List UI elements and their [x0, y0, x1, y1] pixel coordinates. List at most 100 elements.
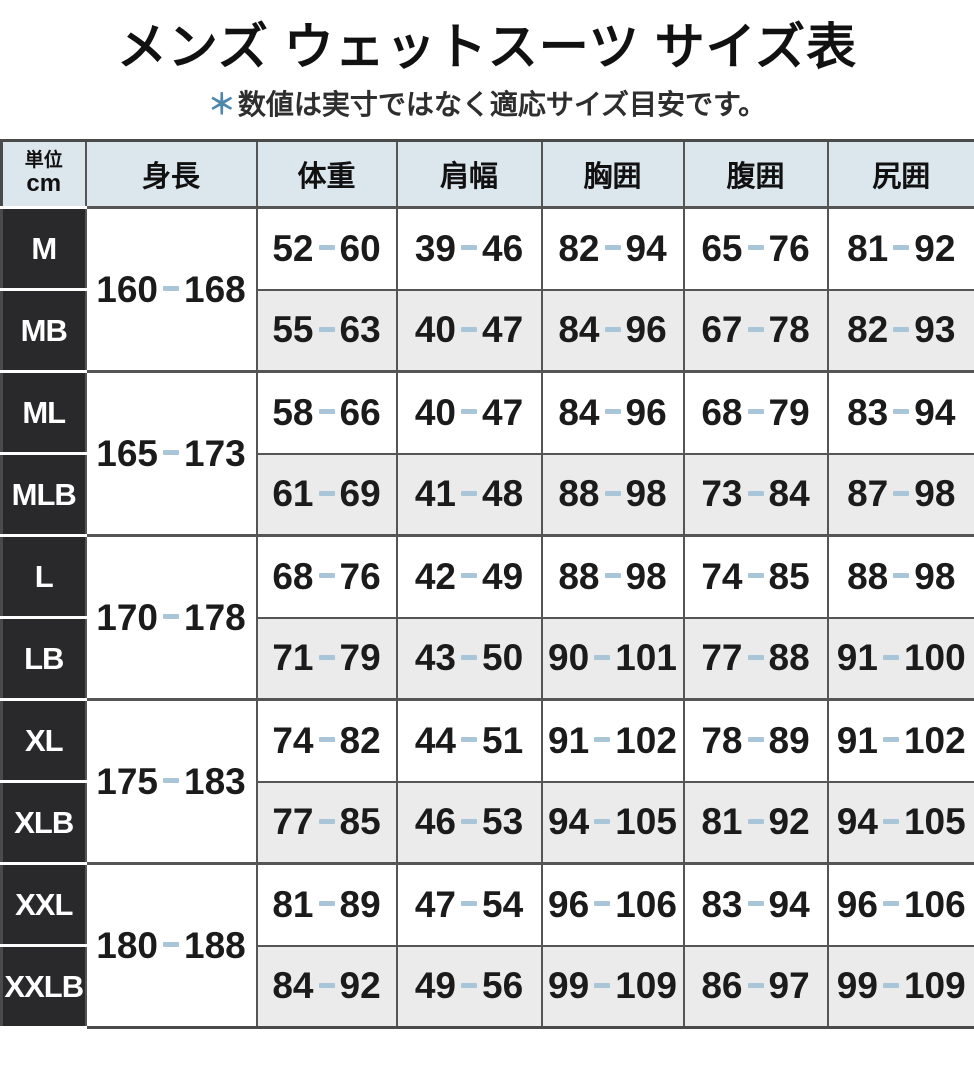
range-min: 88: [558, 555, 600, 597]
range-max: 96: [625, 309, 667, 351]
value-cell: 71 79: [255, 616, 398, 701]
range-dash: [163, 450, 179, 456]
value-cell: 84 96: [540, 288, 685, 373]
col-header-waist: 腹囲: [682, 139, 829, 209]
value-cell: 83 94: [682, 862, 829, 947]
range-dash: [604, 409, 621, 415]
range-min: 82: [558, 227, 600, 269]
range-max: 188: [184, 924, 246, 966]
range-min: 43: [414, 637, 456, 679]
size-label-l: L: [0, 534, 87, 619]
range-max: 106: [903, 883, 966, 925]
range-dash: [318, 409, 335, 415]
value-cell: 82 93: [826, 288, 974, 373]
value-cell: 77 85: [255, 780, 398, 865]
value-cell: 61 69: [255, 452, 398, 537]
range-max: 53: [482, 801, 524, 843]
range-min: 47: [414, 883, 456, 925]
range-dash: [318, 573, 335, 579]
range-dash: [594, 901, 611, 907]
range-dash: [163, 778, 179, 784]
range-max: 109: [615, 965, 677, 1007]
range-max: 98: [625, 473, 667, 515]
range-max: 98: [914, 555, 956, 597]
size-label-mlb: MLB: [0, 452, 87, 537]
range-dash: [461, 326, 477, 332]
value-cell: 81 89: [255, 862, 398, 947]
range-dash: [893, 245, 910, 251]
range-min: 74: [701, 555, 743, 597]
range-dash: [461, 737, 477, 743]
col-header-hip: 尻囲: [826, 139, 974, 209]
range-min: 91: [836, 719, 878, 761]
note: ＊数値は実寸ではなく適応サイズ目安です。: [0, 83, 974, 123]
range-max: 92: [339, 965, 381, 1007]
range-max: 92: [914, 227, 956, 269]
range-max: 79: [768, 391, 810, 433]
value-cell: 94 105: [540, 780, 685, 865]
value-cell: 40 47: [395, 288, 543, 373]
table-row: MB 55 63 40 47 84 96 67 78 82 93: [0, 288, 974, 373]
value-cell: 58 66: [255, 370, 398, 455]
range-max: 76: [339, 555, 381, 597]
value-cell: 67 78: [682, 288, 829, 373]
value-cell: 91 100: [826, 616, 974, 701]
range-min: 73: [701, 473, 743, 515]
range-dash: [747, 737, 764, 743]
range-max: 66: [339, 391, 381, 433]
page-title: メンズ ウェットスーツ サイズ表: [116, 19, 858, 75]
range-dash: [747, 901, 764, 907]
value-cell: 73 84: [682, 452, 829, 537]
value-cell: 68 76: [255, 534, 398, 619]
range-dash: [747, 245, 764, 251]
range-min: 96: [836, 883, 878, 925]
range-min: 77: [272, 801, 314, 843]
range-dash: [594, 654, 611, 660]
range-max: 94: [768, 883, 810, 925]
table-row: XLB 77 85 46 53 94 105 81 92 94 105: [0, 780, 974, 865]
range-min: 71: [272, 637, 314, 679]
range-min: 160: [96, 268, 158, 310]
table-row: XXL 180 188 81 89 47 54 96 106 83 94 96 106: [0, 862, 974, 1029]
value-cell: 84 96: [540, 370, 685, 455]
range-min: 61: [272, 473, 314, 515]
table-row: XXLB 84 92 49 56 99 109 86 97 99 109: [0, 944, 974, 1029]
range-dash: [594, 982, 611, 988]
size-label-ml: ML: [0, 370, 87, 455]
range-dash: [318, 982, 335, 988]
range-max: 82: [339, 719, 381, 761]
range-dash: [893, 490, 910, 496]
value-cell: 44 51: [395, 698, 543, 783]
range-max: 49: [482, 555, 524, 597]
range-max: 105: [903, 801, 966, 843]
size-label-m: M: [0, 206, 87, 291]
range-dash: [461, 901, 477, 907]
range-min: 94: [836, 801, 878, 843]
range-max: 96: [625, 391, 667, 433]
value-cell: 88 98: [540, 452, 685, 537]
range-dash: [318, 654, 335, 660]
range-max: 76: [768, 227, 810, 269]
range-dash: [882, 737, 899, 743]
table-row: L 170 178 68 76 42 49 88 98 74 85 88 98: [0, 534, 974, 701]
range-max: 84: [768, 473, 810, 515]
range-max: 85: [339, 801, 381, 843]
value-cell: 81 92: [682, 780, 829, 865]
range-min: 82: [847, 309, 889, 351]
value-cell: 74 82: [255, 698, 398, 783]
range-max: 54: [482, 883, 524, 925]
table-row: MLB 61 69 41 48 88 98 73 84 87 98: [0, 452, 974, 537]
range-min: 175: [96, 760, 158, 802]
range-max: 178: [184, 596, 246, 638]
value-cell: 52 60: [255, 206, 398, 291]
size-table: 単位 cm 身長 体重 肩幅 胸囲 腹囲 尻囲 M 160 168 52 60 39 4…: [0, 139, 974, 1029]
unit-label: 単位: [24, 150, 63, 172]
range-max: 47: [482, 391, 524, 433]
height-cell: 160 168: [84, 206, 258, 373]
range-max: 94: [914, 391, 956, 433]
range-dash: [747, 654, 764, 660]
range-max: 109: [903, 965, 966, 1007]
range-min: 90: [548, 637, 590, 679]
range-min: 170: [96, 596, 158, 638]
table-row: M 160 168 52 60 39 46 82 94 65 76 81 92: [0, 206, 974, 373]
